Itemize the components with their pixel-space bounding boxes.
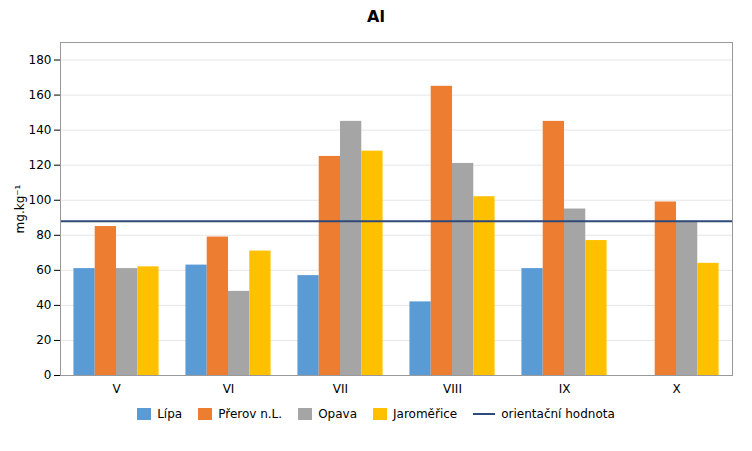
- svg-text:X: X: [672, 382, 680, 396]
- svg-text:160: 160: [29, 88, 52, 102]
- svg-text:IX: IX: [559, 382, 571, 396]
- html-text:orientační hodnota: orientační hodnota: [501, 407, 615, 421]
- html-text:Al: Al: [367, 7, 385, 26]
- svg-text:VI: VI: [223, 382, 235, 396]
- svg-text:VIII: VIII: [443, 382, 462, 396]
- html-text:Přerov n.L.: Přerov n.L.: [218, 407, 283, 421]
- svg-text:180: 180: [29, 53, 52, 67]
- svg-text:120: 120: [29, 158, 52, 172]
- svg-text:140: 140: [29, 123, 52, 137]
- svg-text:80: 80: [36, 228, 51, 242]
- html-text:Jaroměřice: Jaroměřice: [393, 407, 458, 421]
- html-text:Opava: Opava: [318, 407, 357, 421]
- svg-text:40: 40: [36, 298, 51, 312]
- svg-text:0: 0: [44, 368, 52, 382]
- svg-text:mg.kg⁻¹: mg.kg⁻¹: [13, 184, 27, 233]
- svg-text:20: 20: [36, 333, 51, 347]
- svg-text:100: 100: [29, 193, 52, 207]
- svg-text:V: V: [112, 382, 121, 396]
- svg-text:60: 60: [36, 263, 51, 277]
- html-text:Lípa: Lípa: [157, 407, 183, 421]
- svg-text:VII: VII: [333, 382, 348, 396]
